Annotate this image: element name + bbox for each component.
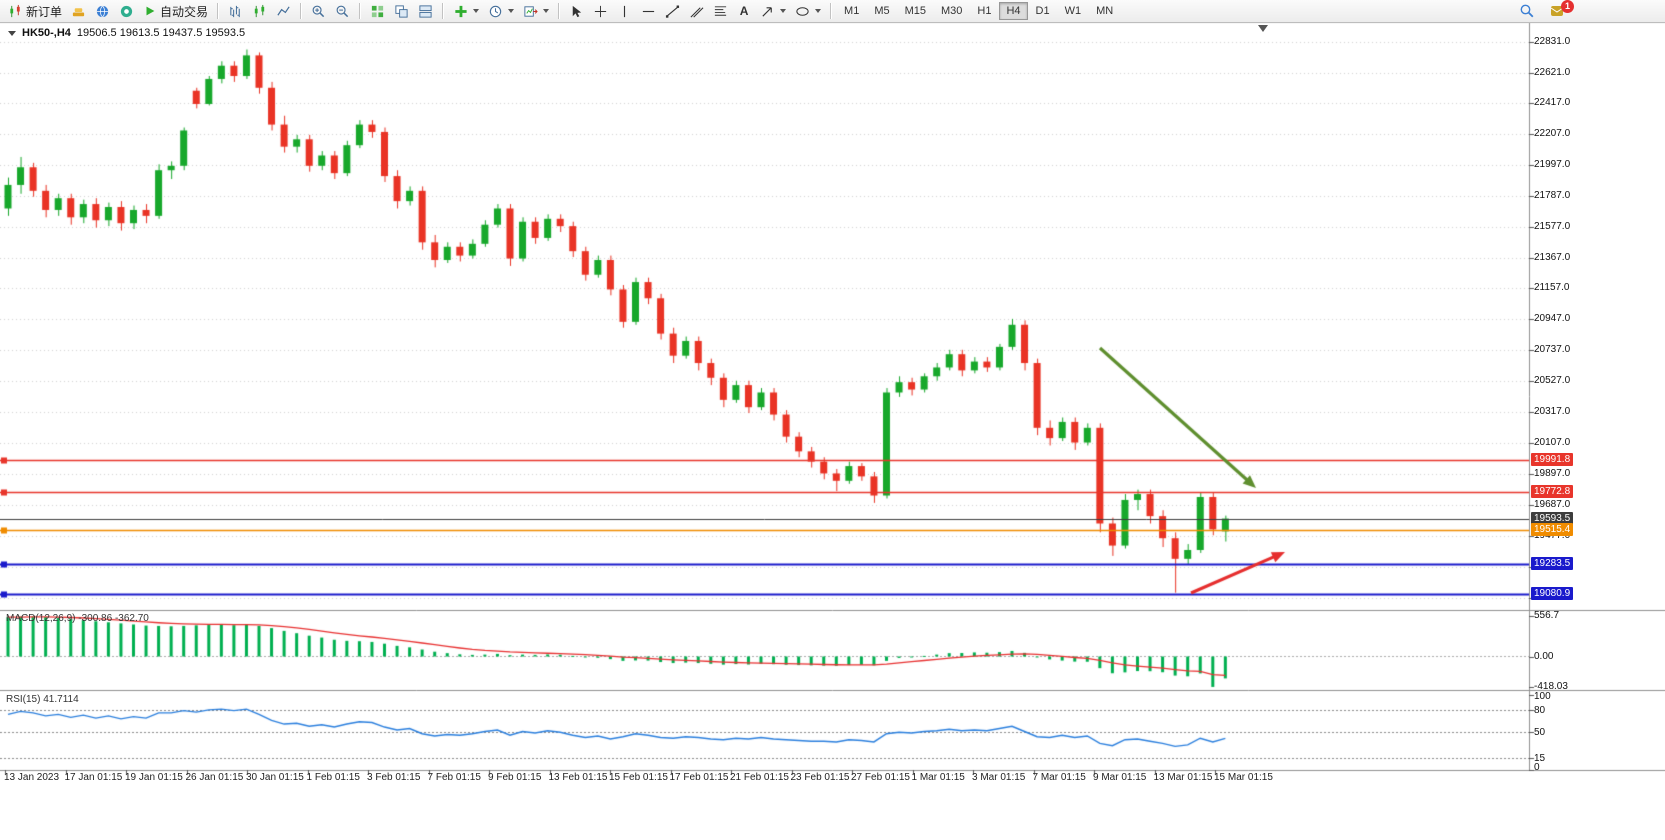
vertical-line-tool-button[interactable]: [613, 1, 636, 21]
toolbar-separator: [442, 3, 445, 19]
gold-icon: [72, 7, 85, 16]
trendline-tool-button[interactable]: [661, 1, 684, 21]
timeframe-H1[interactable]: H1: [970, 2, 998, 20]
toolbar-separator: [300, 3, 303, 19]
dropdown-caret-icon: [473, 9, 480, 13]
dropdown-caret-icon: [780, 9, 787, 13]
text-tool-button[interactable]: A: [733, 1, 755, 21]
zoom-out-button[interactable]: [331, 1, 354, 21]
timeframe-W1[interactable]: W1: [1058, 2, 1089, 20]
timeframe-M15[interactable]: M15: [898, 2, 933, 20]
new-order-label: 新订单: [26, 4, 63, 19]
timeframe-MN[interactable]: MN: [1089, 2, 1120, 20]
timeframe-H4[interactable]: H4: [999, 2, 1028, 20]
auto-trading-button[interactable]: 自动交易: [139, 1, 212, 21]
tile-windows-button[interactable]: [366, 1, 389, 21]
indicators-icon: [455, 5, 467, 17]
cursor-icon: [572, 5, 582, 17]
arrows-tool-button[interactable]: [756, 1, 790, 21]
new-order-button[interactable]: 新订单: [4, 1, 66, 21]
toolbar-separator: [558, 3, 561, 19]
zoom-in-button[interactable]: [307, 1, 330, 21]
globe-icon: [96, 5, 109, 17]
auto-trading-label: 自动交易: [160, 4, 209, 19]
dropdown-caret-icon: [508, 9, 515, 13]
tile-horizontal-icon: [419, 4, 432, 18]
toolbar-separator: [830, 3, 833, 19]
templates-icon: [524, 5, 538, 17]
timeframe-M30[interactable]: M30: [934, 2, 969, 20]
community-button[interactable]: [91, 1, 114, 21]
clock-icon: [489, 5, 502, 17]
zoom-in-icon: [312, 5, 325, 17]
line-chart-icon: [277, 5, 290, 16]
fibonacci-tool-button[interactable]: [709, 1, 732, 21]
candlestick-chart-button[interactable]: [248, 1, 271, 21]
timeframe-M1[interactable]: M1: [837, 2, 866, 20]
cascade-windows-icon: [395, 4, 408, 18]
trendline-icon: [665, 5, 680, 18]
cascade-windows-button[interactable]: [390, 1, 413, 21]
arrow-tool-icon: [762, 6, 772, 17]
crosshair-icon: [594, 5, 607, 17]
channel-tool-button[interactable]: [685, 1, 708, 21]
notification-badge: 1: [1561, 0, 1574, 13]
shapes-tool-button[interactable]: [791, 1, 825, 21]
toolbar-separator: [359, 3, 362, 19]
toolbar-separator: [217, 3, 220, 19]
notifications-button[interactable]: 1: [1545, 0, 1574, 21]
cursor-tool-button[interactable]: [565, 1, 588, 21]
search-icon: [1520, 4, 1534, 18]
shapes-tool-icon: [796, 6, 809, 16]
main-toolbar: 新订单: [0, 0, 1665, 23]
periods-button[interactable]: [484, 1, 518, 21]
channel-icon: [690, 6, 704, 17]
market-button[interactable]: [67, 1, 90, 21]
tile-windows-icon: [371, 5, 384, 17]
timeframe-D1[interactable]: D1: [1029, 2, 1057, 20]
search-button[interactable]: [1515, 1, 1539, 21]
candlestick-chart-icon: [254, 4, 265, 17]
zoom-out-icon: [336, 5, 349, 17]
new-order-icon: [10, 4, 20, 17]
timeframe-M5[interactable]: M5: [867, 2, 896, 20]
play-icon: [146, 6, 155, 16]
fibonacci-icon: [714, 5, 727, 16]
timeframe-group: M1 M5 M15 M30 H1 H4 D1 W1 MN: [837, 2, 1120, 20]
bar-chart-icon: [230, 5, 240, 17]
dropdown-caret-icon: [815, 9, 822, 13]
templates-button[interactable]: [519, 1, 553, 21]
tile-horizontal-button[interactable]: [414, 1, 437, 21]
support-button[interactable]: [115, 1, 138, 21]
headset-icon: [120, 5, 133, 17]
line-chart-button[interactable]: [272, 1, 295, 21]
vertical-line-icon: [623, 5, 626, 17]
indicators-button[interactable]: [449, 1, 483, 21]
text-tool-icon: A: [739, 4, 749, 18]
horizontal-line-icon: [642, 10, 655, 12]
bar-chart-button[interactable]: [224, 1, 247, 21]
horizontal-line-tool-button[interactable]: [637, 1, 660, 21]
dropdown-caret-icon: [543, 9, 550, 13]
crosshair-tool-button[interactable]: [589, 1, 612, 21]
